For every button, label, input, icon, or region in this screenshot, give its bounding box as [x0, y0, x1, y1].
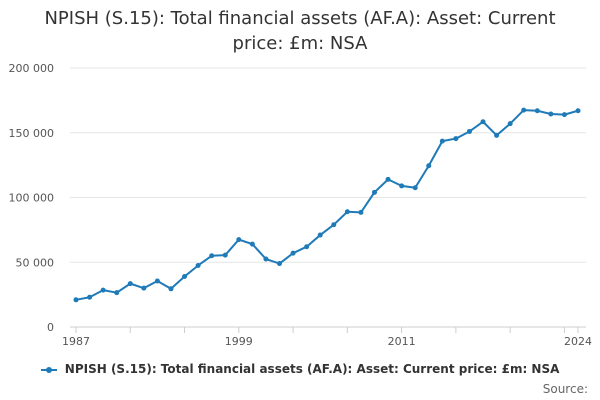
chart-title: NPISH (S.15): Total financial assets (AF…	[44, 8, 556, 54]
legend[interactable]: NPISH (S.15): Total financial assets (AF…	[0, 362, 600, 376]
y-tick-label: 200 000	[9, 62, 55, 75]
y-axis: 0 50 000 100 000 150 000 200 000	[9, 62, 55, 334]
data-point	[358, 209, 364, 215]
x-axis: 1987 1999 2011 2024	[62, 326, 592, 348]
data-point	[439, 138, 445, 144]
data-point	[426, 163, 432, 169]
x-tick-label: 1987	[62, 335, 90, 348]
data-point	[114, 290, 120, 296]
data-point	[154, 278, 160, 284]
legend-label: NPISH (S.15): Total financial assets (AF…	[64, 362, 560, 376]
data-point	[127, 281, 133, 287]
y-tick-label: 150 000	[9, 127, 55, 140]
data-point	[331, 222, 337, 228]
data-point	[195, 262, 201, 268]
data-point	[521, 107, 527, 113]
source-label: Source:	[542, 382, 588, 396]
data-point	[534, 108, 540, 114]
series-line	[75, 109, 579, 301]
gridlines	[70, 67, 586, 263]
data-point	[73, 297, 79, 303]
data-point	[263, 256, 269, 262]
data-point	[317, 232, 323, 238]
data-point	[168, 286, 174, 292]
data-point	[87, 294, 93, 300]
data-point	[141, 285, 147, 291]
data-point	[100, 287, 106, 293]
x-tick-label: 2024	[564, 335, 592, 348]
data-point	[507, 121, 513, 127]
y-tick-label: 100 000	[9, 192, 55, 205]
data-point	[236, 237, 242, 243]
data-point	[453, 136, 459, 142]
y-tick-label: 0	[47, 321, 54, 334]
data-point	[412, 185, 418, 191]
data-point	[466, 128, 472, 134]
y-tick-label: 50 000	[16, 256, 55, 269]
data-point	[290, 250, 296, 256]
plot-area	[73, 107, 581, 303]
data-point	[304, 244, 310, 250]
data-point	[399, 183, 405, 189]
data-point	[561, 112, 567, 118]
data-point	[548, 111, 554, 117]
data-point	[277, 261, 283, 267]
data-point	[249, 241, 255, 247]
data-point	[371, 189, 377, 195]
data-point	[385, 176, 391, 182]
data-point	[480, 119, 486, 125]
x-tick-label: 1999	[225, 335, 253, 348]
data-point	[494, 132, 500, 138]
legend-marker	[40, 366, 57, 373]
x-tick-label: 2011	[388, 335, 416, 348]
data-point	[222, 252, 228, 258]
data-point	[209, 253, 215, 259]
data-point	[182, 273, 188, 279]
data-point	[575, 108, 581, 114]
data-point	[344, 209, 350, 215]
